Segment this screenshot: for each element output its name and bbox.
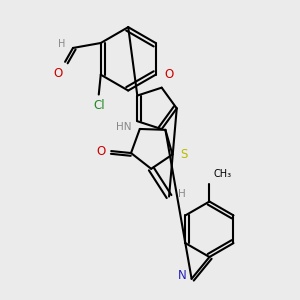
Text: Cl: Cl (93, 100, 105, 112)
Text: O: O (165, 68, 174, 81)
Text: CH₃: CH₃ (213, 169, 232, 179)
Text: H: H (178, 189, 186, 199)
Text: O: O (96, 145, 105, 158)
Text: H: H (58, 39, 65, 49)
Text: O: O (54, 67, 63, 80)
Text: HN: HN (116, 122, 132, 132)
Text: S: S (180, 148, 188, 161)
Text: N: N (178, 269, 187, 282)
